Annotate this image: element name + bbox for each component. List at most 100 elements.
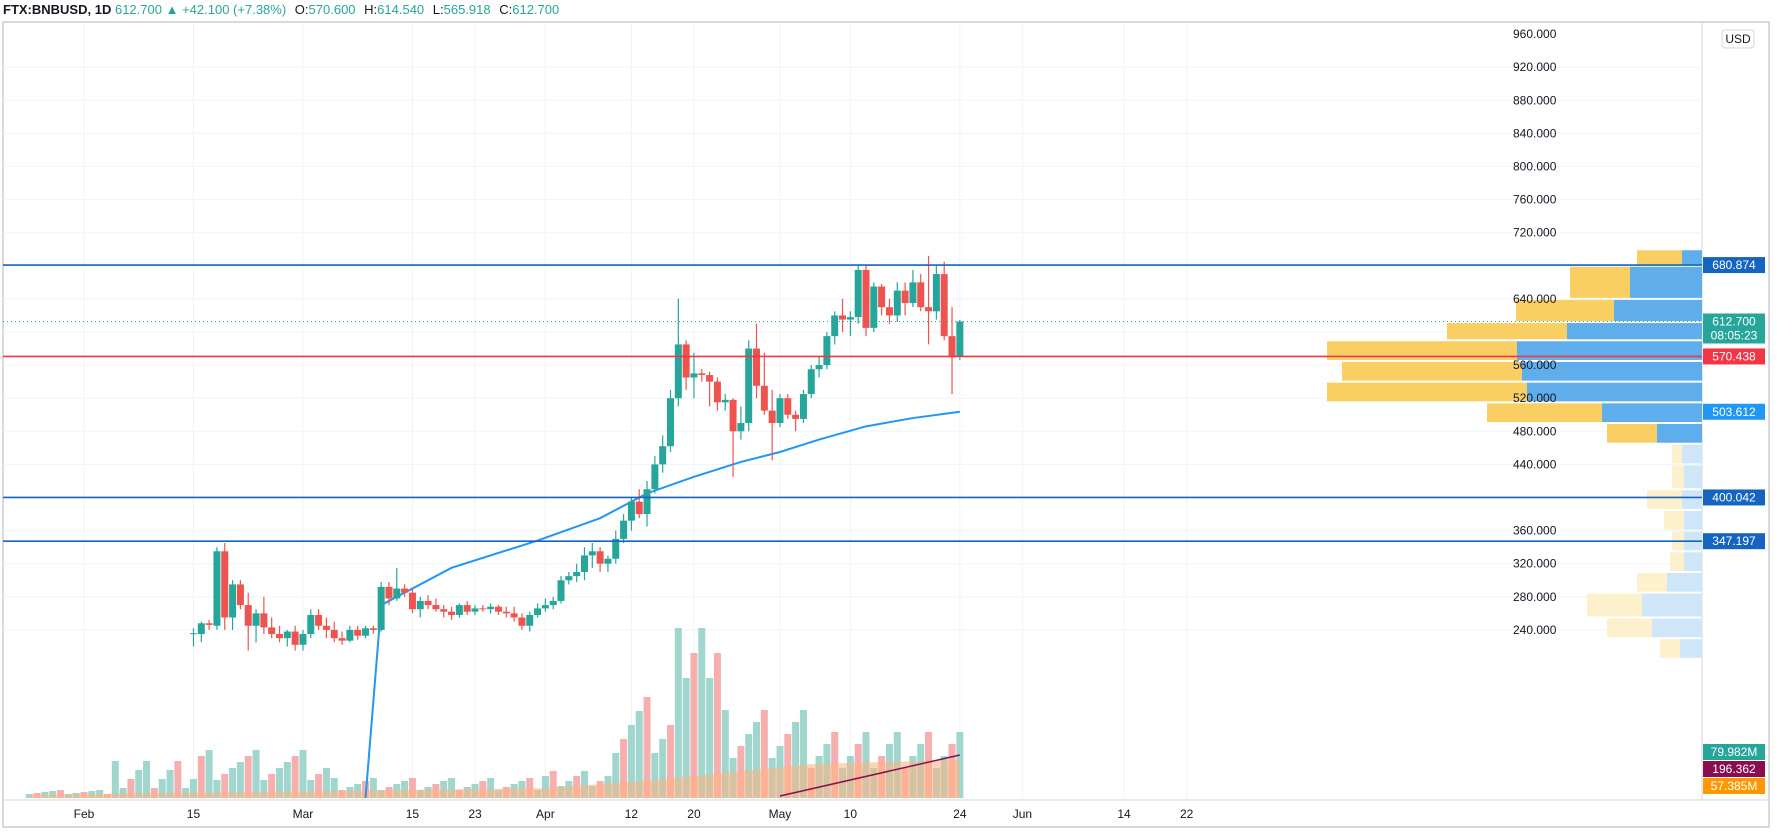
candle-2021-04-14[interactable]: [643, 480, 651, 527]
candle-2021-03-29[interactable]: [518, 613, 526, 630]
candle-2021-05-19[interactable]: [917, 274, 925, 312]
candle-2021-03-12[interactable]: [385, 581, 393, 606]
candle-2021-04-25[interactable]: [729, 398, 737, 477]
candle-2021-03-31[interactable]: [534, 603, 542, 618]
candle-2021-03-05[interactable]: [330, 621, 338, 643]
candle-2021-04-30[interactable]: [768, 389, 776, 461]
candle-2021-04-12[interactable]: [627, 497, 635, 531]
candle-2021-04-16[interactable]: [659, 435, 667, 473]
time-axis[interactable]: Feb 15 Mar 15 23 Apr 12 20 May 10 24 Jun 14 22: [74, 807, 1194, 821]
candle-2021-03-03[interactable]: [315, 609, 323, 630]
candle-2021-03-18[interactable]: [432, 598, 440, 612]
candle-2021-04-04[interactable]: [565, 571, 573, 585]
candle-2021-04-15[interactable]: [651, 456, 659, 494]
candle-2021-02-20[interactable]: [229, 580, 237, 630]
candle-2021-05-18[interactable]: [909, 269, 917, 308]
candle-2021-02-24[interactable]: [260, 596, 268, 635]
candle-2021-05-17[interactable]: [901, 282, 909, 316]
candle-2021-02-26[interactable]: [276, 625, 283, 643]
candle-2021-02-15[interactable]: [189, 628, 197, 647]
candle-2021-04-08[interactable]: [596, 547, 604, 572]
candle-2021-05-16[interactable]: [893, 282, 901, 323]
candle-2021-05-07[interactable]: [823, 332, 831, 370]
candle-2021-05-09[interactable]: [839, 298, 847, 332]
candle-2021-05-08[interactable]: [831, 311, 839, 345]
candle-2021-05-20[interactable]: [925, 255, 933, 345]
candle-2021-03-10[interactable]: [369, 625, 377, 635]
candle-2021-03-21[interactable]: [455, 603, 463, 618]
candle-2021-05-23[interactable]: [948, 307, 956, 395]
candle-2021-03-02[interactable]: [307, 609, 315, 639]
candle-2021-04-20[interactable]: [690, 352, 698, 399]
candle-2021-02-28[interactable]: [291, 625, 299, 651]
candle-2021-04-24[interactable]: [721, 394, 729, 411]
candle-2021-03-17[interactable]: [424, 595, 432, 610]
candle-2021-03-13[interactable]: [393, 567, 401, 601]
candle-2021-05-04[interactable]: [799, 389, 807, 424]
candle-2021-02-18[interactable]: [213, 547, 221, 630]
symbol-name[interactable]: FTX:BNBUSD, 1D: [3, 2, 112, 17]
candle-2021-05-12[interactable]: [862, 265, 870, 337]
candle-2021-05-22[interactable]: [940, 261, 948, 341]
candle-2021-04-03[interactable]: [557, 576, 565, 604]
candle-2021-04-10[interactable]: [612, 530, 620, 564]
candle-2021-04-02[interactable]: [549, 596, 557, 610]
candle-2021-03-25[interactable]: [487, 603, 495, 614]
candle-2021-04-11[interactable]: [620, 514, 628, 544]
candle-2021-05-01[interactable]: [776, 394, 784, 428]
candle-2021-04-18[interactable]: [674, 298, 682, 407]
candle-2021-02-21[interactable]: [236, 580, 244, 610]
candle-2021-03-24[interactable]: [479, 605, 487, 612]
candle-2021-04-28[interactable]: [753, 323, 761, 399]
candle-2021-03-14[interactable]: [401, 584, 409, 597]
candle-2021-05-14[interactable]: [878, 284, 886, 316]
candle-2021-03-01[interactable]: [299, 629, 307, 651]
candle-2021-03-08[interactable]: [354, 625, 362, 640]
candle-2021-04-26[interactable]: [737, 406, 745, 440]
candle-2021-02-23[interactable]: [252, 609, 260, 643]
candle-2021-03-06[interactable]: [338, 631, 346, 645]
candle-2021-05-03[interactable]: [792, 410, 800, 432]
candle-2021-03-16[interactable]: [416, 596, 424, 618]
price-axis[interactable]: 240.000 280.000 320.000 360.000 440.000 480.0…: [1513, 27, 1557, 637]
candle-2021-05-21[interactable]: [932, 265, 940, 320]
candle-2021-05-15[interactable]: [885, 298, 893, 324]
candle-2021-02-25[interactable]: [268, 617, 276, 639]
horizontal-levels[interactable]: 680.874 570.438 400.042 347.197: [3, 257, 1765, 550]
candle-2021-05-06[interactable]: [815, 356, 823, 378]
candle-2021-03-26[interactable]: [494, 605, 502, 616]
candle-2021-05-05[interactable]: [807, 365, 815, 399]
candle-2021-03-11[interactable]: [377, 581, 385, 632]
candle-2021-05-13[interactable]: [870, 282, 878, 332]
candle-2021-03-15[interactable]: [408, 588, 416, 614]
candle-2021-04-05[interactable]: [573, 563, 581, 582]
candle-2021-02-16[interactable]: [197, 621, 205, 643]
candle-2021-04-13[interactable]: [635, 489, 643, 519]
currency-badge[interactable]: USD: [1721, 29, 1755, 49]
candles[interactable]: [189, 255, 964, 651]
candle-2021-03-22[interactable]: [463, 600, 471, 616]
candle-2021-04-17[interactable]: [667, 389, 674, 452]
candle-2021-05-11[interactable]: [854, 265, 862, 324]
candle-2021-04-21[interactable]: [698, 369, 706, 382]
candle-2021-03-04[interactable]: [322, 617, 330, 639]
candle-2021-03-19[interactable]: [440, 605, 448, 618]
candle-2021-03-07[interactable]: [346, 625, 354, 643]
candle-2021-04-29[interactable]: [760, 352, 768, 415]
candle-2021-05-24[interactable]: [956, 319, 964, 361]
candle-2021-03-20[interactable]: [448, 606, 456, 620]
candle-2021-03-27[interactable]: [502, 606, 510, 618]
candle-2021-04-07[interactable]: [588, 543, 596, 568]
candle-2021-05-02[interactable]: [784, 394, 792, 419]
candle-2021-04-19[interactable]: [682, 340, 690, 390]
candle-2021-04-01[interactable]: [541, 598, 549, 612]
candle-2021-04-23[interactable]: [713, 377, 721, 411]
candle-2021-04-09[interactable]: [604, 555, 612, 572]
candle-2021-04-06[interactable]: [580, 547, 588, 581]
candle-2021-05-10[interactable]: [846, 311, 854, 337]
candle-2021-03-30[interactable]: [526, 611, 534, 632]
candle-2021-03-23[interactable]: [471, 605, 479, 616]
candle-2021-02-17[interactable]: [205, 619, 213, 630]
candle-2021-02-19[interactable]: [221, 543, 229, 630]
